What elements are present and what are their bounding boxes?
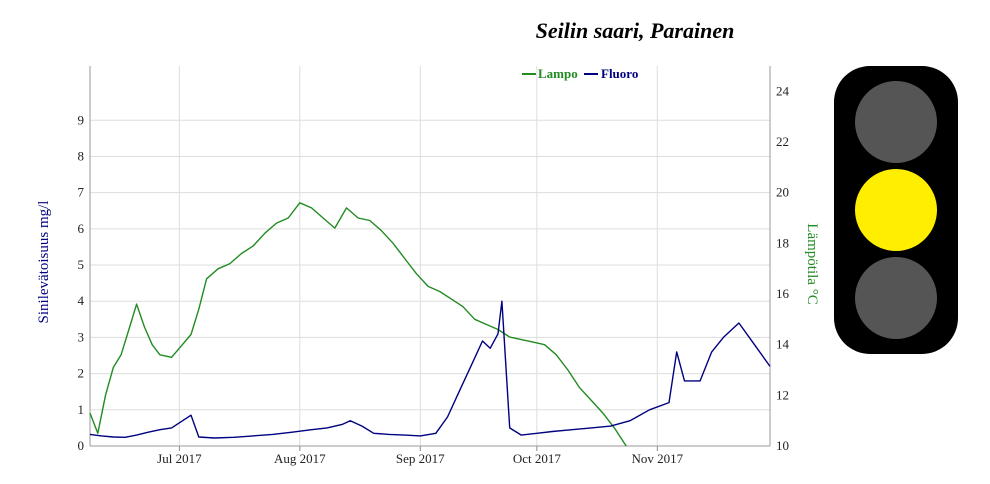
y-right-tick-label: 14 — [776, 337, 790, 352]
y-left-tick-label: 7 — [78, 185, 85, 200]
series-lines — [89, 202, 771, 447]
series-line-fluoro — [89, 300, 771, 439]
y-right-tick-label: 24 — [776, 83, 790, 98]
y-right-tick-label: 10 — [776, 438, 789, 453]
y-right-tick-label: 12 — [776, 387, 789, 402]
y-axis-right-title: Lämpötila °C — [804, 223, 820, 304]
y-left-tick-label: 3 — [78, 329, 85, 344]
y-left-tick-label: 5 — [78, 257, 85, 272]
y-right-tick-label: 16 — [776, 286, 790, 301]
x-tick-label: Aug 2017 — [274, 451, 326, 466]
legend: Lampo Fluoro — [522, 66, 638, 81]
grid-lines — [90, 66, 770, 447]
x-tick-label: Jul 2017 — [157, 451, 202, 466]
y-left-tick-label: 9 — [78, 112, 85, 127]
legend-label-fluoro: Fluoro — [601, 66, 638, 81]
y-left-tick-label: 8 — [78, 148, 85, 163]
chart-title: Seilin saari, Parainen — [535, 18, 735, 43]
traffic-light-middle-lamp — [855, 169, 937, 251]
y-left-tick-label: 6 — [78, 221, 85, 236]
legend-label-lampo: Lampo — [538, 66, 578, 81]
y-left-tick-label: 4 — [78, 293, 85, 308]
traffic-light-top-lamp — [855, 81, 937, 163]
y-right-tick-label: 18 — [776, 235, 789, 250]
y-right-tick-label: 20 — [776, 185, 789, 200]
x-tick-label: Oct 2017 — [513, 451, 562, 466]
y-right-tick-label: 22 — [776, 134, 789, 149]
traffic-light-bottom-lamp — [855, 257, 937, 339]
traffic-light-indicator — [834, 66, 958, 354]
x-tick-label: Nov 2017 — [631, 451, 683, 466]
y-axis-left-title: Sinilevätoisuus mg/l — [36, 201, 52, 324]
y-left-tick-label: 0 — [78, 438, 85, 453]
x-tick-label: Sep 2017 — [396, 451, 445, 466]
y-left-tick-label: 2 — [78, 366, 85, 381]
y-left-tick-label: 1 — [78, 402, 85, 417]
series-line-lampo — [89, 202, 627, 447]
